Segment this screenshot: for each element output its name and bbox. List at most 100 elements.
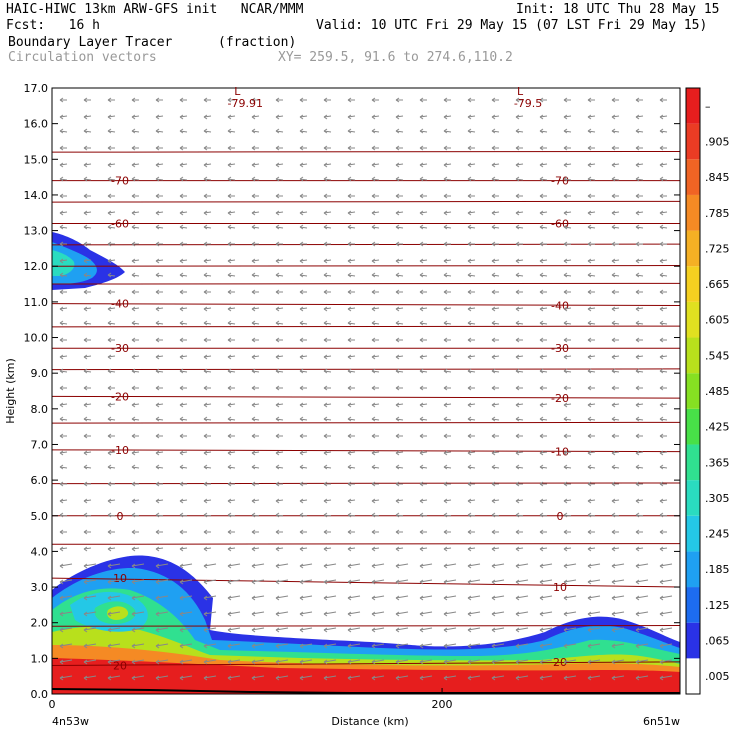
- vector-arrow: [299, 579, 313, 585]
- vector-arrow: [443, 595, 457, 601]
- vector-arrow: [635, 176, 644, 182]
- vector-arrow: [539, 385, 547, 391]
- vector-arrow: [203, 176, 212, 182]
- vector-arrow: [323, 337, 331, 343]
- vector-arrow: [59, 659, 73, 665]
- vector-arrow: [443, 354, 452, 360]
- vector-arrow: [395, 546, 404, 552]
- vector-arrow: [251, 320, 260, 326]
- vector-arrow: [155, 416, 164, 422]
- vector-arrow: [563, 512, 572, 518]
- vector-arrow: [347, 354, 356, 360]
- vector-arrow: [563, 176, 572, 182]
- vector-arrow: [83, 241, 91, 247]
- vector-arrow: [275, 337, 283, 343]
- vector-arrow: [275, 210, 284, 216]
- vector-arrow: [131, 529, 139, 535]
- vector-arrow: [299, 289, 307, 295]
- vector-arrow: [179, 512, 188, 518]
- vector-arrow: [107, 354, 116, 360]
- vector-arrow: [131, 272, 140, 278]
- vector-arrow: [131, 193, 139, 199]
- vector-arrow: [539, 176, 548, 182]
- vector-arrow: [347, 272, 356, 278]
- colorbar-label: .545: [705, 349, 730, 362]
- vector-arrow: [203, 337, 211, 343]
- vector-arrow: [611, 176, 620, 182]
- vector-arrow: [155, 402, 164, 408]
- vector-arrow: [275, 241, 283, 247]
- vector-arrow: [587, 595, 601, 601]
- vector-arrow: [491, 627, 505, 633]
- vector-arrow: [395, 529, 403, 535]
- vector-arrow: [275, 416, 284, 422]
- vector-arrow: [179, 498, 188, 504]
- tracer-region-8: [107, 606, 129, 620]
- vector-arrow: [419, 162, 428, 168]
- vector-arrow: [59, 258, 68, 264]
- vector-arrow: [419, 659, 433, 665]
- vector-arrow: [635, 272, 644, 278]
- vector-arrow: [515, 579, 529, 585]
- vector-arrow: [323, 258, 332, 264]
- vector-arrow: [443, 643, 457, 649]
- vector-arrow: [107, 210, 116, 216]
- vector-arrow: [59, 512, 68, 518]
- vector-arrow: [203, 450, 212, 456]
- colorbar-swatch: [686, 373, 700, 409]
- vector-arrow: [299, 512, 308, 518]
- vector-arrow: [83, 193, 91, 199]
- vector-arrow: [491, 416, 500, 422]
- vector-arrow: [443, 464, 452, 470]
- vector-arrow: [107, 224, 116, 230]
- vector-arrow: [395, 368, 404, 374]
- vector-arrow: [203, 162, 212, 168]
- vector-arrow: [347, 224, 356, 230]
- vector-arrow: [299, 193, 307, 199]
- vector-arrow: [587, 385, 595, 391]
- vector-arrow: [563, 241, 571, 247]
- vector-arrow: [83, 529, 91, 535]
- vector-arrow: [347, 450, 356, 456]
- vector-arrow: [107, 368, 116, 374]
- vector-arrow: [419, 643, 433, 649]
- vector-arrow: [563, 368, 572, 374]
- vector-arrow: [275, 675, 289, 681]
- vector-arrow: [371, 272, 380, 278]
- contour-line-minor-9: [52, 200, 680, 203]
- vector-arrow: [371, 258, 380, 264]
- vector-arrow: [395, 224, 404, 230]
- vector-arrow: [323, 627, 337, 633]
- vector-arrow: [539, 210, 548, 216]
- vector-arrow: [59, 320, 68, 326]
- colorbar: .005 .065 .125 .185 .245 .305 .365 .425 .485 .545…: [685, 87, 730, 695]
- vector-arrow: [635, 529, 643, 535]
- vector-arrow: [467, 97, 475, 103]
- vector-arrow: [467, 643, 481, 649]
- vector-arrow: [563, 595, 577, 601]
- colorbar-swatch: [686, 88, 700, 124]
- vector-arrow: [443, 224, 452, 230]
- vector-arrow: [611, 97, 619, 103]
- colorbar-label: .905: [705, 135, 730, 148]
- vector-arrow: [107, 241, 115, 247]
- vector-arrow: [251, 162, 260, 168]
- vector-arrow: [323, 659, 337, 665]
- colorbar-label: –: [705, 100, 711, 113]
- y-axis: 0.0 1.0 2.0 3.0 4.0 5.0 6.0 7.0 8.0 9.0 10.0 11.0 12…: [4, 82, 680, 701]
- vector-arrow: [83, 464, 92, 470]
- vector-arrow: [275, 498, 284, 504]
- vector-arrow: [515, 627, 529, 633]
- vector-arrow: [587, 224, 596, 230]
- contour-line-minor-5: [52, 325, 680, 328]
- vector-arrow: [227, 97, 235, 103]
- vector-arrow: [227, 272, 236, 278]
- vector-arrow: [443, 210, 452, 216]
- vector-arrow: [563, 162, 572, 168]
- vector-arrow: [251, 563, 265, 569]
- vector-arrow: [275, 627, 289, 633]
- vector-arrow: [611, 258, 620, 264]
- vector-arrow: [275, 320, 284, 326]
- vector-arrow: [83, 450, 92, 456]
- vector-arrow: [467, 128, 476, 134]
